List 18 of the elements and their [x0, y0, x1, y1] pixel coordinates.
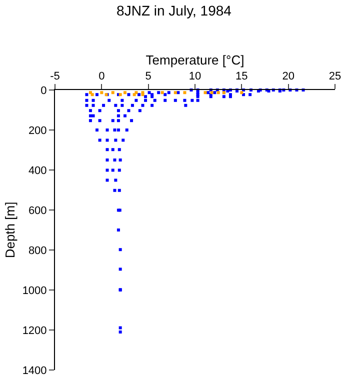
y-tick-label: 1000 — [22, 284, 47, 297]
x-tick-label: 10 — [188, 70, 202, 83]
chart-title: 8JNZ in July, 1984 — [116, 2, 232, 19]
x-tick-label: 5 — [145, 70, 152, 83]
x-axis-title: Temperature [°C] — [146, 52, 244, 68]
x-tick-label: 20 — [282, 70, 294, 83]
x-tick-label: 0 — [98, 70, 105, 83]
y-tick-label: 0 — [40, 84, 47, 97]
y-tick-label: 1200 — [22, 324, 47, 337]
x-tick-label: 15 — [236, 70, 248, 83]
y-tick-label: 200 — [28, 124, 47, 137]
y-tick-label: 1400 — [22, 364, 47, 377]
y-tick-label: 400 — [28, 164, 47, 177]
x-tick-label: -5 — [50, 70, 60, 83]
y-tick-label: 600 — [28, 204, 47, 217]
x-tick-label: 25 — [328, 70, 342, 83]
y-tick-label: 800 — [28, 244, 47, 257]
y-axis-title: Depth [m] — [2, 202, 18, 258]
